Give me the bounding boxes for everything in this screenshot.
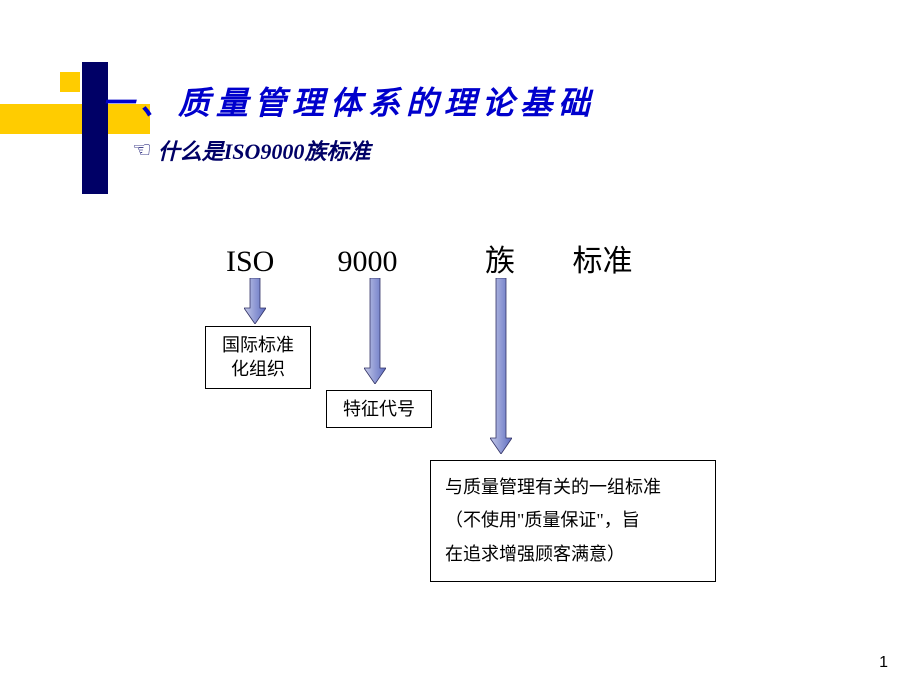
heading-row: ISO 9000 族 标准 [226, 236, 633, 280]
subtitle-row: ☜ 什么是ISO9000族标准 [132, 134, 596, 166]
hand-icon: ☜ [132, 137, 152, 163]
arrow-2 [364, 278, 386, 384]
arrow-3 [490, 278, 512, 454]
box-iso-org: 国际标准 化组织 [205, 326, 311, 389]
box-feature-code: 特征代号 [326, 390, 432, 428]
box3-line3: 在追求增强顾客满意） [445, 538, 701, 571]
title-block: 一、质量管理体系的理论基础 ☜ 什么是ISO9000族标准 [102, 78, 596, 166]
box2-text: 特征代号 [343, 399, 415, 419]
slide-title: 一、质量管理体系的理论基础 [102, 78, 596, 124]
page-number: 1 [879, 654, 888, 672]
arrow-1 [244, 278, 266, 324]
box-standards-group: 与质量管理有关的一组标准 （不使用"质量保证"，旨 在追求增强顾客满意） [430, 460, 716, 582]
heading-zu: 族 [485, 236, 565, 280]
heading-iso: ISO [226, 245, 330, 279]
heading-9000: 9000 [338, 245, 478, 279]
box3-line1: 与质量管理有关的一组标准 [445, 471, 701, 504]
heading-biaozhun: 标准 [573, 236, 633, 280]
box1-line2: 化组织 [231, 359, 285, 379]
box1-line1: 国际标准 [222, 335, 294, 355]
box3-line2: （不使用"质量保证"，旨 [445, 504, 701, 537]
deco-yellow-sq [60, 72, 80, 92]
slide-subtitle: 什么是ISO9000族标准 [158, 134, 371, 166]
